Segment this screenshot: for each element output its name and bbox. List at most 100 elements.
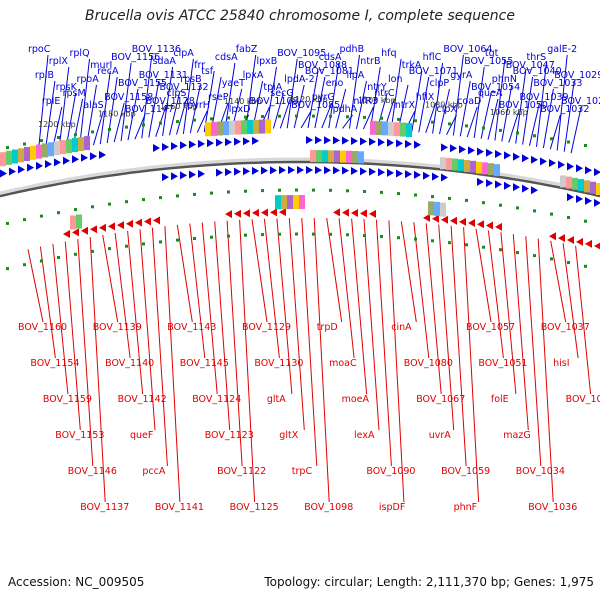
gene-label: ntrY <box>367 82 387 93</box>
feature-block <box>66 139 72 154</box>
gene-label: rseP <box>208 92 229 103</box>
tick-mark <box>108 127 111 131</box>
tick-mark <box>108 202 111 206</box>
forward-gene-arrow <box>441 143 448 152</box>
tick-mark <box>499 248 502 252</box>
forward-gene-arrow <box>27 163 34 172</box>
forward-gene-arrow <box>351 166 358 175</box>
leader-line <box>439 88 450 135</box>
tick-mark <box>397 236 400 240</box>
leader-line <box>375 219 392 467</box>
forward-gene-arrow <box>369 137 376 146</box>
feature-block <box>281 195 287 210</box>
leader-line <box>475 228 492 323</box>
forward-gene-arrow <box>225 168 232 177</box>
leader-line <box>438 224 455 431</box>
leader-line <box>239 219 256 503</box>
leader-line <box>224 62 236 131</box>
tick-mark <box>210 235 213 239</box>
gene-label: BOV_1158 <box>104 92 153 103</box>
map-title: Brucella ovis ATCC 25840 chromosome I, c… <box>85 8 515 24</box>
tick-mark <box>23 263 26 267</box>
forward-gene-arrow <box>252 136 259 145</box>
forward-gene-arrow <box>198 169 205 178</box>
leader-line <box>536 62 547 147</box>
tick-mark <box>23 218 26 222</box>
tick-mark <box>550 257 553 261</box>
tick-mark <box>312 114 315 118</box>
tick-mark <box>40 214 43 218</box>
backbone-line <box>0 160 600 198</box>
gene-label: BOV_1040 <box>513 66 562 77</box>
feature-block <box>265 119 271 134</box>
gene-label: BOV_1140 <box>105 358 154 369</box>
gene-label: lpdA-2 <box>284 74 314 85</box>
gene-label: queA <box>478 88 503 99</box>
tick-mark <box>261 189 264 193</box>
tick-mark <box>584 144 587 147</box>
reverse-gene-arrow <box>243 209 250 218</box>
gene-label: BOV_1123 <box>205 430 254 441</box>
tick-mark <box>550 137 553 141</box>
tick-mark <box>295 232 298 236</box>
reverse-gene-arrow <box>225 210 232 219</box>
feature-block <box>253 119 259 134</box>
gene-label: eno <box>326 78 344 89</box>
tick-mark <box>380 235 383 238</box>
forward-gene-arrow <box>360 137 367 146</box>
forward-gene-arrow <box>486 179 493 188</box>
feature-block <box>76 214 82 229</box>
gene-label: ntrB <box>360 56 380 67</box>
gene-label: gltX <box>279 430 298 441</box>
leader-line <box>562 243 579 359</box>
tick-mark <box>431 195 434 199</box>
feature-block <box>376 121 382 136</box>
feature-block <box>259 119 265 134</box>
tick-mark <box>159 240 162 244</box>
feature-block <box>78 137 84 152</box>
gene-label: recA <box>97 66 119 77</box>
forward-gene-arrow <box>522 184 529 193</box>
tick-mark <box>159 121 162 125</box>
forward-gene-arrow <box>234 137 241 146</box>
gene-label: BOV_1139 <box>93 322 142 333</box>
gene-label: BOV_1028 <box>561 96 600 107</box>
forward-gene-arrow <box>54 158 61 167</box>
forward-gene-arrow <box>378 168 385 177</box>
leader-line <box>307 70 319 129</box>
gene-label: BOV_1043 <box>566 394 600 405</box>
tick-mark <box>363 234 366 238</box>
forward-gene-arrow <box>441 173 448 182</box>
tick-mark <box>210 117 213 121</box>
tick-mark <box>278 232 281 236</box>
forward-gene-arrow <box>324 166 331 175</box>
leader-line <box>99 70 111 145</box>
gene-label: BOV_1039 <box>520 92 569 103</box>
feature-block <box>322 150 328 163</box>
leader-line <box>487 98 499 140</box>
tick-mark <box>74 133 77 137</box>
gene-label: BOV_1141 <box>155 502 204 513</box>
leader-line <box>39 246 56 359</box>
tick-mark <box>380 190 383 194</box>
feature-block <box>24 147 30 161</box>
forward-gene-arrow <box>225 138 232 147</box>
gene-label: BOV_1085 <box>291 100 340 111</box>
gene-label: BOV_1143 <box>167 322 216 333</box>
reverse-gene-arrow <box>72 228 79 237</box>
gene-label: BOV_1029 <box>554 70 600 81</box>
tick-mark <box>227 234 230 238</box>
forward-gene-arrow <box>414 170 421 179</box>
gene-label: cinA <box>391 322 412 333</box>
gene-label: BOV_1088 <box>298 60 347 71</box>
feature-block <box>476 161 482 174</box>
forward-gene-arrow <box>180 171 187 180</box>
forward-gene-arrow <box>477 177 484 186</box>
forward-gene-arrow <box>81 153 88 162</box>
tick-mark <box>74 252 77 256</box>
tick-mark <box>6 146 9 150</box>
feature-block <box>48 142 54 157</box>
feature-block <box>42 143 48 158</box>
gene-label: clpA <box>173 48 194 59</box>
